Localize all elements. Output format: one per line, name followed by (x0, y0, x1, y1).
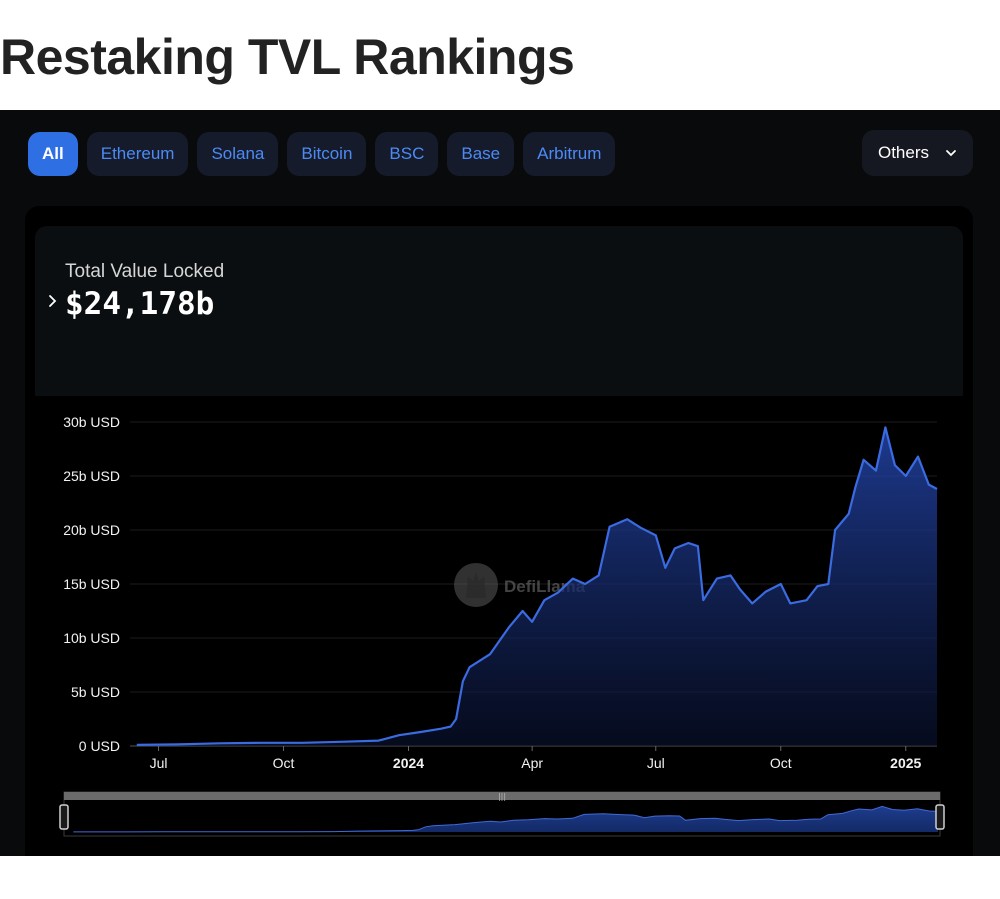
tab-ethereum[interactable]: Ethereum (86, 132, 189, 176)
tab-solana[interactable]: Solana (197, 132, 279, 176)
tab-bsc[interactable]: BSC (375, 132, 439, 176)
others-dropdown-label: Others (877, 143, 929, 162)
tvl-summary: Total Value Locked $24,178b (35, 226, 963, 396)
chart-card: Total Value Locked $24,178b (25, 206, 973, 856)
tvl-value: $24,178b (65, 286, 215, 322)
chain-tabs: All Ethereum Solana Bitcoin BSC Base Arb… (28, 132, 616, 176)
tab-base[interactable]: Base (447, 132, 515, 176)
tab-bitcoin[interactable]: Bitcoin (287, 132, 367, 176)
chevron-down-icon (946, 150, 956, 157)
tvl-label: Total Value Locked (65, 261, 225, 282)
tab-arbitrum[interactable]: Arbitrum (523, 132, 616, 176)
others-dropdown[interactable]: Others (861, 130, 973, 176)
tab-all[interactable]: All (28, 132, 78, 176)
page-title: Restaking TVL Rankings (0, 29, 575, 85)
chevron-right-icon[interactable] (47, 294, 59, 308)
dashboard-panel: All Ethereum Solana Bitcoin BSC Base Arb… (0, 110, 1000, 856)
